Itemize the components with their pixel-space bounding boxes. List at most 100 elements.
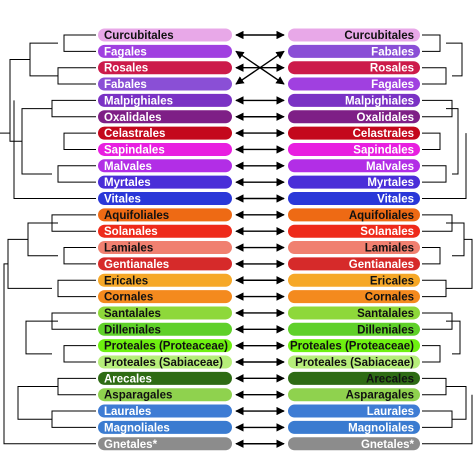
right-tree-branch [422,165,447,183]
right-order-pill: Curcubitales [288,28,420,42]
right-pill-background [288,355,420,369]
left-pill-label: Rosales [104,63,148,75]
right-order-pill: Proteales (Proteaceae) [288,339,420,353]
right-order-pill: Rosales [288,61,420,75]
right-phylogenetic-tree [422,34,473,445]
right-pill-background [288,110,420,124]
right-order-pill: Gnetales* [288,437,420,451]
left-pill-label: Magnoliales [104,422,170,434]
right-pill-label: Rosales [370,63,414,75]
right-order-pill: Lamiales [288,241,420,255]
right-tree-branch [446,222,465,257]
left-pill-label: Oxalidales [104,112,162,124]
left-tree-branch [9,59,30,142]
right-order-pill: Proteales (Sabiaceae) [288,355,420,369]
right-order-pill: Fagales [288,77,420,91]
left-pill-label: Sapindales [104,144,165,156]
right-order-pill: Celastrales [288,126,420,140]
right-order-pill: Laurales [288,404,420,418]
left-pill-background [98,388,232,402]
right-pill-background [288,192,420,205]
left-pill-label: Gentianales [104,259,169,271]
right-order-pill: Vitales [288,192,420,206]
left-order-pill: Arecales [98,371,232,385]
right-pill-label: Fagales [371,79,414,91]
right-order-pill: Oxalidales [288,110,420,124]
left-tree-branch [25,320,58,355]
left-pill-label: Lamiales [104,243,153,255]
left-pill-background [98,306,232,320]
connector-arrow [235,50,285,85]
right-order-pill: Sapindales [288,142,420,156]
right-pill-background [288,77,420,91]
left-pill-background [98,241,232,255]
left-pill-label: Curcubitales [104,30,174,42]
left-pill-label: Ericales [104,275,148,287]
right-tree-branch [446,108,459,175]
right-tree-branch [422,247,441,265]
left-order-pill: Myrtales [98,175,232,189]
right-pill-background [288,339,420,353]
right-pill-label: Magnoliales [348,422,414,434]
right-pill-background [288,175,420,189]
left-pill-background [98,192,232,205]
left-pill-background [98,437,232,451]
left-order-pill: Malpighiales [98,93,232,107]
left-tree-branch [51,312,96,330]
left-order-pill: Curcubitales [98,28,232,42]
left-tree-branch [57,279,96,298]
right-pill-background [288,159,420,173]
left-tree-branch [51,410,96,428]
right-order-pill: Santalales [288,306,420,320]
left-tree-branch [29,42,58,77]
left-tree-branch [13,100,96,199]
left-pill-background [98,224,232,238]
left-pill-label: Santalales [104,308,161,320]
left-order-pill: Lamiales [98,241,232,255]
right-pill-label: Ericales [370,275,414,287]
right-pill-background [288,224,420,238]
right-pill-background [288,371,420,385]
left-tree-branch [17,386,58,420]
left-tree-branch [57,377,96,396]
left-order-pill: Magnoliales [98,420,232,434]
right-pill-label: Aquifoliales [349,210,414,222]
left-pill-label: Asparagales [104,390,172,402]
left-order-pill: Gentianales [98,257,232,271]
left-order-labels: Curcubitales Fagales Rosales Fabales Malpigh… [98,28,232,451]
left-order-pill: Ericales [98,273,232,287]
left-tree-branch [3,263,96,445]
right-pill-background [288,28,420,42]
left-tree-branch [57,165,96,183]
right-pill-background [288,61,420,75]
right-pill-label: Myrtales [367,177,414,189]
right-pill-label: Proteales (Proteaceae) [290,341,414,353]
right-order-pill: Malvales [288,159,420,173]
left-pill-label: Vitales [104,194,141,206]
left-order-pill: Celastrales [98,126,232,140]
left-order-pill: Fabales [98,77,232,91]
right-tree-branch [446,42,463,77]
right-pill-label: Curcubitales [344,30,414,42]
right-tree-branch [422,132,441,150]
left-pill-label: Myrtales [104,177,151,189]
right-order-pill: Solanales [288,224,420,238]
left-pill-background [98,420,232,434]
right-pill-label: Lamiales [365,243,414,255]
right-order-pill: Gentianales [288,257,420,271]
right-pill-label: Solanales [360,226,414,238]
left-pill-background [98,339,232,353]
left-order-pill: Sapindales [98,142,232,156]
left-pill-label: Aquifoliales [104,210,169,222]
right-pill-background [288,404,420,418]
right-pill-background [288,437,420,451]
right-order-pill: Cornales [288,290,420,304]
left-pill-label: Dilleniales [104,324,161,336]
right-pill-label: Proteales (Sabiaceae) [295,357,414,369]
left-pill-background [98,290,232,304]
right-tree-branch [422,345,441,363]
left-pill-background [98,93,232,107]
left-tree-branch [63,132,96,150]
right-pill-background [288,44,420,58]
right-pill-label: Malvales [366,161,414,173]
